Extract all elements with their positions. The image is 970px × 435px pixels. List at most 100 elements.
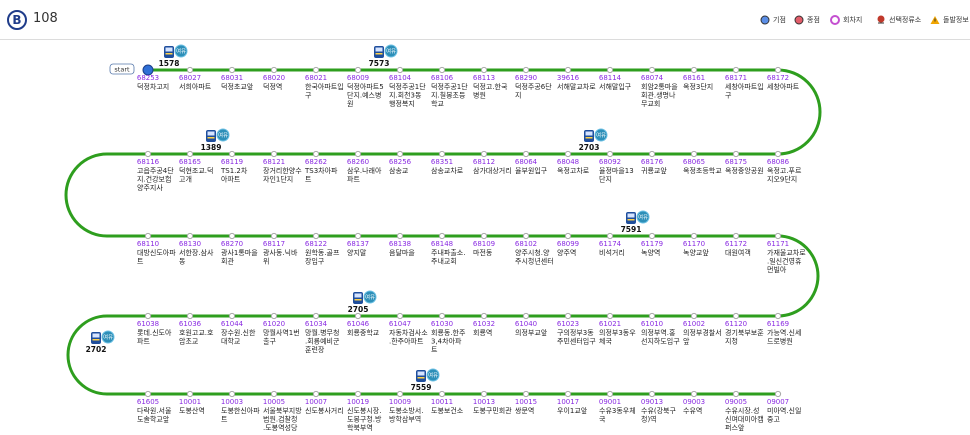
stop-marker[interactable] bbox=[522, 232, 530, 240]
stop-marker[interactable] bbox=[270, 150, 278, 158]
stop-marker[interactable] bbox=[648, 232, 656, 240]
stop-marker[interactable] bbox=[732, 390, 740, 398]
stop-marker[interactable] bbox=[732, 66, 740, 74]
stop-marker[interactable] bbox=[648, 312, 656, 320]
stop-marker[interactable] bbox=[228, 66, 236, 74]
stop-marker[interactable] bbox=[354, 150, 362, 158]
stop-marker[interactable] bbox=[228, 150, 236, 158]
stop-marker[interactable] bbox=[480, 390, 488, 398]
stop-marker[interactable] bbox=[606, 312, 614, 320]
stop-marker[interactable] bbox=[186, 66, 194, 74]
stop-marker[interactable] bbox=[228, 312, 236, 320]
stop-marker[interactable] bbox=[312, 232, 320, 240]
stop-marker[interactable] bbox=[564, 66, 572, 74]
stop-marker[interactable] bbox=[270, 232, 278, 240]
stop-marker[interactable] bbox=[606, 390, 614, 398]
stop-marker[interactable] bbox=[564, 232, 572, 240]
stop-marker[interactable] bbox=[228, 390, 236, 398]
stop-marker[interactable] bbox=[690, 150, 698, 158]
stop-marker[interactable] bbox=[144, 232, 152, 240]
stop-marker[interactable] bbox=[522, 312, 530, 320]
stop-marker[interactable] bbox=[438, 312, 446, 320]
stop-marker[interactable] bbox=[312, 150, 320, 158]
stop-marker[interactable] bbox=[690, 312, 698, 320]
stop-marker[interactable] bbox=[186, 150, 194, 158]
stop-marker[interactable] bbox=[186, 312, 194, 320]
stop-marker[interactable] bbox=[480, 232, 488, 240]
stop-marker[interactable] bbox=[732, 150, 740, 158]
bus-marker[interactable]: 여유 1578 bbox=[159, 44, 188, 68]
stop-marker[interactable] bbox=[354, 66, 362, 74]
stop-marker[interactable] bbox=[270, 66, 278, 74]
stop-marker[interactable] bbox=[186, 390, 194, 398]
stop-marker[interactable] bbox=[564, 312, 572, 320]
stop-marker[interactable] bbox=[144, 312, 152, 320]
stop-marker[interactable] bbox=[648, 150, 656, 158]
bus-marker[interactable]: 여유 7573 bbox=[369, 44, 398, 68]
stop-marker[interactable] bbox=[396, 150, 404, 158]
stop-marker[interactable] bbox=[480, 66, 488, 74]
stop-marker[interactable] bbox=[732, 232, 740, 240]
bus-marker[interactable]: 여유 2703 bbox=[579, 128, 608, 152]
stop-marker[interactable] bbox=[396, 312, 404, 320]
stop-marker[interactable] bbox=[312, 66, 320, 74]
stop-marker[interactable] bbox=[564, 150, 572, 158]
stop-marker[interactable] bbox=[270, 390, 278, 398]
bus-marker[interactable]: 여유 2705 bbox=[348, 290, 377, 314]
stop-marker[interactable] bbox=[312, 312, 320, 320]
stop-marker[interactable] bbox=[732, 312, 740, 320]
